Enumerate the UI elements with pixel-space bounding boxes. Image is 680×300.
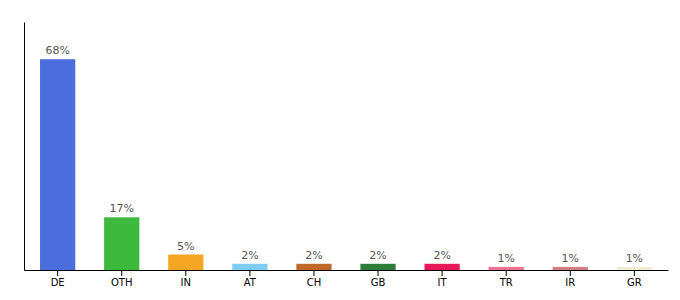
x-tick: TR [499,270,513,288]
x-tick-label: AT [244,277,257,288]
x-tick-mark [570,270,571,276]
data-label: 1% [626,252,643,265]
x-tick-mark [634,270,635,276]
x-tick: DE [51,270,65,288]
bar [553,267,588,270]
x-tick: IN [181,270,191,288]
data-label: 1% [562,252,579,265]
x-tick: GB [371,270,386,288]
data-label: 2% [241,249,258,262]
y-axis-line [24,23,25,271]
x-tick-label: DE [51,277,65,288]
data-label: 2% [433,249,450,262]
x-tick: AT [244,270,257,288]
x-tick-label: IN [181,277,191,288]
data-label: 5% [177,240,194,253]
x-axis-line [25,270,669,271]
x-tick-mark [249,270,250,276]
x-tick-mark [121,270,122,276]
bars [40,59,652,270]
bar [232,264,267,270]
x-tick-mark [506,270,507,276]
bar [296,264,331,270]
data-label: 2% [305,249,322,262]
x-tick-mark [442,270,443,276]
bar [40,59,75,270]
data-label: 17% [109,202,133,215]
bar [360,264,395,270]
chart: DE OTH IN AT CH GB IT TR IR GR 68% 17% 5% 2% 2% 2% 2% 1% 1… [0,0,680,300]
x-tick-mark [57,270,58,276]
x-tick-label: GB [371,277,386,288]
x-tick-label: CH [307,277,322,288]
plot: DE OTH IN AT CH GB IT TR IR GR 68% 17% 5% 2% 2% 2% 2% 1% 1… [25,23,669,289]
x-tick-label: GR [627,277,642,288]
bar [489,267,524,270]
x-tick: IR [565,270,575,288]
x-tick-mark [185,270,186,276]
x-tick: GR [627,270,642,288]
x-tick-label: TR [499,277,513,288]
x-tick-label: OTH [111,277,133,288]
y-axis [24,23,25,271]
data-label: 1% [497,252,514,265]
bar [617,267,652,270]
x-tick-label: IT [438,277,448,288]
x-tick-mark [378,270,379,276]
bar [168,255,203,271]
data-label: 2% [369,249,386,262]
x-tick: IT [438,270,448,288]
x-tick: OTH [111,270,133,288]
data-label: 68% [45,44,69,57]
bar [424,264,459,270]
x-tick-mark [313,270,314,276]
bar [104,217,139,270]
x-tick-label: IR [565,277,575,288]
x-axis: DE OTH IN AT CH GB IT TR IR GR [25,270,669,288]
data-labels: 68% 17% 5% 2% 2% 2% 2% 1% 1% 1% [45,44,643,265]
x-tick: CH [307,270,322,288]
